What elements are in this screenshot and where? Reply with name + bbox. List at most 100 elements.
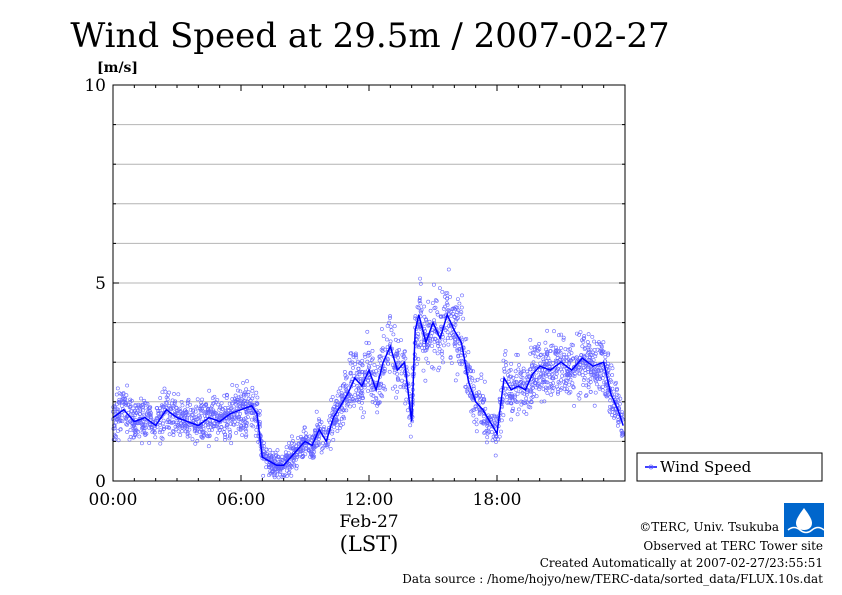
- data-point: [610, 366, 615, 371]
- data-point: [542, 377, 546, 382]
- data-point: [210, 411, 215, 416]
- data-point: [372, 363, 377, 367]
- data-point: [577, 396, 582, 401]
- data-point: [344, 403, 349, 408]
- data-point: [545, 349, 549, 354]
- data-point: [387, 316, 392, 320]
- data-point: [374, 397, 379, 402]
- data-point: [597, 385, 602, 390]
- data-point: [322, 425, 327, 430]
- data-point: [528, 389, 533, 394]
- data-point: [440, 289, 445, 294]
- data-point: [130, 424, 135, 429]
- data-point: [202, 404, 207, 409]
- data-point: [435, 339, 440, 344]
- data-point: [560, 369, 565, 374]
- data-point: [290, 438, 295, 443]
- data-point: [428, 308, 433, 313]
- data-point: [393, 337, 398, 342]
- data-point: [401, 385, 406, 390]
- data-point: [234, 383, 239, 388]
- data-point: [311, 455, 316, 460]
- data-point: [435, 310, 440, 315]
- data-point: [215, 422, 220, 427]
- data-point: [610, 413, 614, 417]
- footer-source: Data source : /home/hojyo/new/TERC-data/…: [402, 572, 823, 586]
- data-point: [253, 433, 258, 438]
- data-point: [432, 318, 437, 323]
- data-point: [246, 390, 251, 395]
- data-point: [358, 377, 363, 382]
- data-point: [525, 369, 530, 374]
- data-point: [395, 376, 400, 381]
- data-point: [590, 334, 595, 339]
- data-point: [357, 399, 362, 404]
- data-point: [172, 391, 176, 396]
- data-point: [286, 471, 291, 475]
- data-point: [606, 368, 611, 372]
- data-point: [145, 410, 150, 415]
- data-point: [150, 425, 155, 430]
- data-point: [418, 276, 423, 281]
- data-point: [379, 327, 384, 331]
- data-point: [370, 348, 375, 353]
- data-point: [451, 321, 456, 326]
- data-point: [539, 352, 544, 357]
- data-point: [448, 356, 453, 360]
- data-point: [224, 424, 229, 429]
- data-point: [119, 403, 124, 408]
- data-point: [559, 367, 564, 372]
- data-point: [147, 421, 152, 426]
- data-point: [547, 364, 552, 369]
- data-point: [176, 429, 181, 434]
- data-point: [430, 301, 435, 306]
- data-point: [349, 394, 354, 399]
- data-point: [300, 448, 305, 453]
- data-point: [465, 387, 470, 392]
- data-point: [466, 350, 471, 355]
- data-point: [287, 441, 291, 446]
- data-point: [616, 423, 620, 428]
- data-point: [528, 367, 533, 372]
- data-point: [434, 299, 439, 303]
- data-point: [381, 384, 386, 389]
- data-point: [123, 400, 128, 405]
- data-point: [115, 409, 120, 414]
- data-point: [124, 393, 129, 398]
- data-point: [468, 394, 473, 399]
- data-point: [446, 267, 451, 272]
- data-point: [517, 407, 521, 412]
- data-point: [536, 355, 541, 360]
- data-point: [245, 379, 249, 384]
- data-point: [446, 342, 451, 347]
- data-point: [128, 428, 133, 432]
- data-point: [485, 435, 490, 440]
- data-point: [348, 351, 353, 356]
- data-point: [171, 430, 176, 434]
- data-point: [370, 399, 375, 404]
- data-point: [344, 408, 349, 413]
- data-point: [521, 366, 526, 371]
- data-point: [536, 344, 541, 349]
- data-point: [157, 430, 162, 435]
- data-point: [180, 403, 185, 408]
- data-point: [432, 348, 437, 353]
- data-point: [582, 334, 587, 338]
- data-point: [348, 399, 352, 403]
- data-point: [123, 402, 128, 407]
- data-point: [189, 416, 194, 421]
- data-point: [530, 362, 534, 367]
- data-point: [341, 414, 346, 419]
- data-point: [195, 438, 200, 443]
- data-point: [422, 304, 427, 309]
- data-point: [163, 400, 168, 405]
- data-point: [276, 475, 281, 480]
- data-point: [351, 365, 355, 370]
- data-point: [134, 421, 139, 426]
- data-point: [149, 426, 154, 431]
- data-point: [327, 439, 331, 444]
- data-point: [209, 404, 214, 409]
- data-point: [422, 321, 427, 326]
- data-point: [550, 389, 555, 394]
- data-point: [430, 330, 435, 335]
